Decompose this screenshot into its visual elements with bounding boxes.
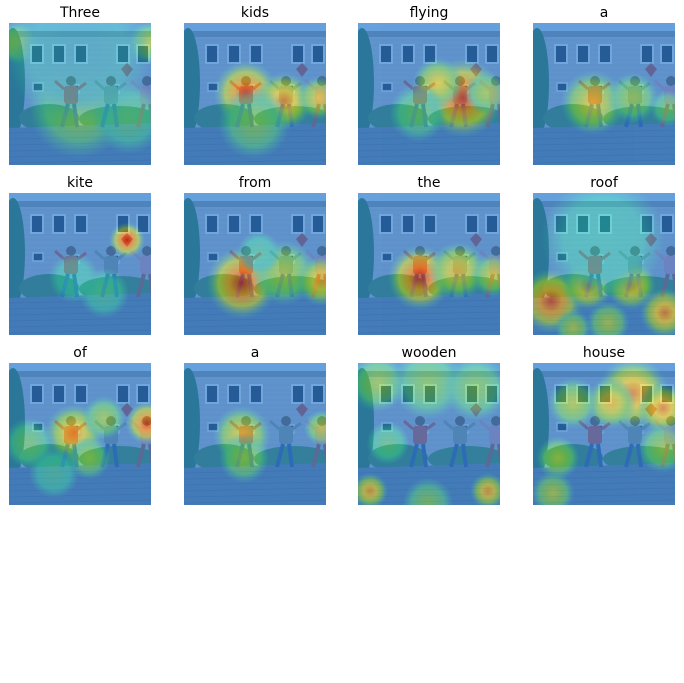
- attention-heatmap-image: [358, 23, 500, 165]
- attention-blob: [9, 23, 151, 125]
- heatmap-svg: [9, 363, 151, 505]
- attention-blob: [304, 410, 326, 446]
- attention-blob: [429, 242, 487, 300]
- attention-overlay: [533, 363, 675, 505]
- panel-word-label: wooden: [401, 345, 457, 361]
- attention-blob: [237, 231, 281, 275]
- attention-blob: [402, 477, 454, 505]
- attention-blob: [585, 377, 637, 429]
- attention-heatmap-image: [184, 193, 326, 335]
- attention-blob: [607, 72, 659, 124]
- attention-heatmap-image: [9, 193, 151, 335]
- attention-blob: [82, 396, 126, 440]
- attention-heatmap-image: [358, 193, 500, 335]
- heatmap-svg: [533, 23, 675, 165]
- heatmap-svg: [358, 23, 500, 165]
- attention-blob: [471, 253, 500, 297]
- attention-overlay: [358, 363, 500, 505]
- panel-word-label: flying: [409, 5, 449, 21]
- panel-word-label: from: [238, 175, 272, 191]
- attention-blob: [639, 287, 675, 335]
- attention-overlay: [358, 193, 500, 335]
- panel-word-label: Three: [59, 5, 101, 21]
- attention-overlay: [533, 193, 675, 335]
- attention-overlay: [184, 193, 326, 335]
- heatmap-svg: [184, 23, 326, 165]
- heatmap-svg: [358, 363, 500, 505]
- attention-heatmap-image: [533, 363, 675, 505]
- panel-word-label: a: [250, 345, 260, 361]
- heatmap-svg: [9, 23, 151, 165]
- attention-blob: [28, 447, 80, 499]
- panel-word-label: kids: [240, 5, 270, 21]
- attention-overlay: [9, 363, 151, 505]
- attention-heatmap-image: [9, 363, 151, 505]
- panel-word-label: kite: [66, 175, 94, 191]
- attention-overlay: [9, 193, 151, 335]
- panel-word-label: a: [599, 5, 609, 21]
- attention-blob: [637, 422, 675, 474]
- attention-blob: [560, 70, 626, 136]
- heatmap-svg: [9, 193, 151, 335]
- attention-heatmap-image: [9, 23, 151, 165]
- heatmap-svg: [184, 193, 326, 335]
- attention-heatmap-image: [533, 193, 675, 335]
- attention-blob: [389, 84, 447, 142]
- panel-word-label: of: [73, 345, 87, 361]
- panel-word-label: house: [582, 345, 626, 361]
- attention-blob: [297, 76, 326, 120]
- attention-blob: [533, 471, 575, 505]
- attention-blob: [547, 377, 599, 429]
- attention-blob: [443, 363, 500, 421]
- attention-blob: [470, 473, 500, 505]
- attention-blob: [650, 90, 675, 126]
- heatmap-svg: [358, 193, 500, 335]
- heatmap-svg: [533, 363, 675, 505]
- attention-heatmap-image: [184, 23, 326, 165]
- attention-blob: [109, 222, 145, 258]
- attention-blob: [218, 87, 290, 159]
- attention-blob: [464, 71, 500, 115]
- attention-overlay: [533, 23, 675, 165]
- attention-blob: [296, 255, 326, 307]
- attention-heatmap-image: [533, 23, 675, 165]
- attention-blob: [125, 401, 151, 445]
- panel-word-label: roof: [590, 175, 618, 191]
- attention-heatmap-image: [184, 363, 326, 505]
- attention-overlay: [9, 23, 151, 165]
- attention-blob: [366, 421, 410, 465]
- attention-blob: [218, 432, 270, 484]
- attention-blob: [586, 301, 630, 335]
- attention-blob: [48, 252, 100, 304]
- attention-blob: [536, 436, 580, 480]
- attention-blob: [637, 382, 675, 434]
- attention-overlay: [358, 23, 500, 165]
- panel-word-label: the: [417, 175, 441, 191]
- attention-overlay: [184, 23, 326, 165]
- attention-heatmap-image: [358, 363, 500, 505]
- attention-blob: [541, 193, 665, 300]
- heatmap-svg: [184, 363, 326, 505]
- attention-overlay: [184, 363, 326, 505]
- attention-blob: [358, 473, 388, 505]
- heatmap-svg: [533, 193, 675, 335]
- attention-blob: [555, 310, 591, 335]
